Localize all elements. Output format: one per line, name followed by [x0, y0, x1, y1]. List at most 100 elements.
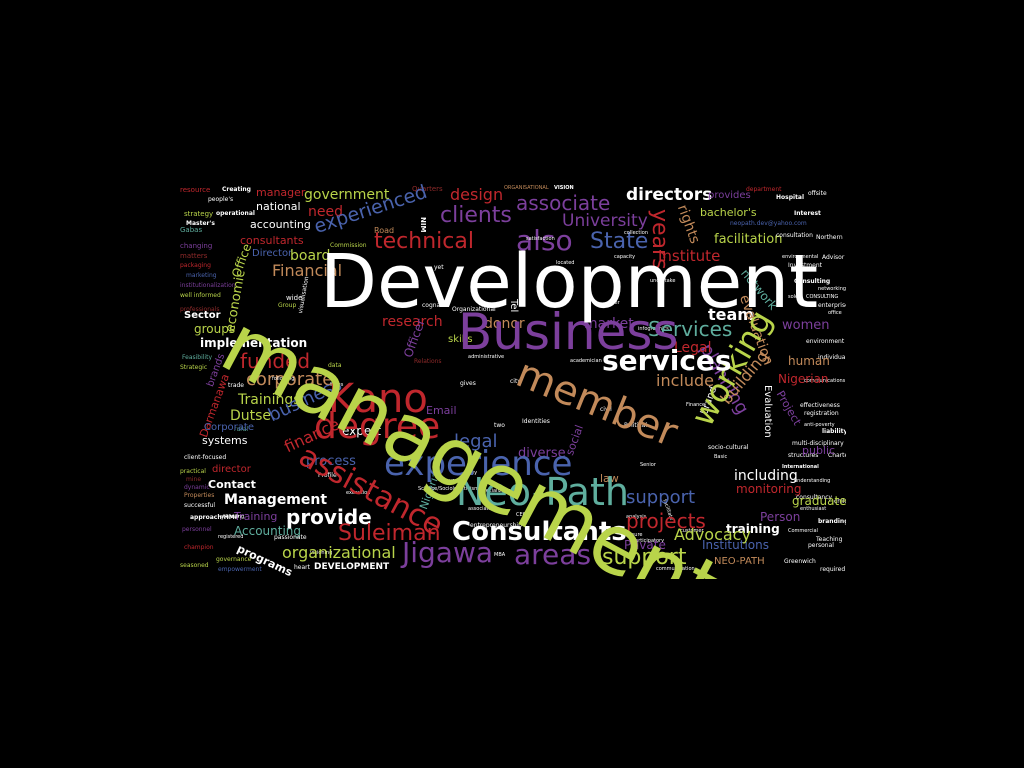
- word-legal-lower: legal: [454, 431, 498, 452]
- word-registration: registration: [804, 410, 839, 417]
- word-successful: successful: [184, 502, 216, 509]
- word-contact: Contact: [208, 478, 256, 491]
- word-relations: Relations: [414, 358, 442, 365]
- word-training: training: [726, 522, 780, 536]
- word-expert: expert: [342, 424, 381, 438]
- word-activism: activism: [458, 486, 479, 492]
- word-consultants-lower: consultants: [240, 234, 304, 247]
- word-corporate-title: Corporate: [204, 422, 254, 433]
- word-areas: areas: [514, 538, 592, 571]
- word-professionals: professionals: [180, 306, 220, 313]
- word-entrepreneurship: entrepreneurship: [470, 522, 522, 529]
- word-provide: provide: [286, 505, 372, 529]
- word-understanding: understanding: [794, 478, 831, 484]
- word-academician: academician: [570, 358, 602, 364]
- word-individuals: individuals: [818, 354, 846, 361]
- word-experience: experience: [384, 444, 573, 484]
- word-monitoring: monitoring: [736, 482, 802, 496]
- word-email-addr: neopath.dev@yahoo.com: [730, 220, 807, 227]
- word-accounting-title: Accounting: [234, 524, 302, 538]
- word-approach-hmp: approach/HMP: [190, 514, 240, 521]
- word-communications: communications: [804, 378, 846, 384]
- word-anti-poverty: anti-poverty: [804, 422, 835, 428]
- word-institute: Institute: [658, 247, 721, 265]
- word-visualisation: visualisation: [297, 275, 311, 315]
- word-strategy: strategy: [184, 210, 214, 218]
- word-commercial: Commercial: [788, 528, 818, 534]
- word-quarters: Quarters: [412, 185, 443, 193]
- word-neo-path-caps: NEO-PATH: [714, 556, 765, 567]
- word-packaging: packaging: [180, 262, 211, 269]
- word-hospital: Hospital: [776, 194, 805, 201]
- word-corporate: corporate: [246, 369, 334, 390]
- word-consulting: Consulting: [794, 278, 831, 285]
- word-jigawa: Jigawa: [402, 536, 494, 569]
- word-registered: registered: [218, 534, 244, 540]
- word-issues: Issues: [442, 478, 458, 484]
- word-legal-title: Legal: [674, 340, 712, 356]
- word-international: International: [782, 464, 819, 470]
- word-consultants: Consultants: [452, 517, 627, 547]
- word-infographics: infographics: [638, 326, 669, 332]
- word-rural: rural: [234, 426, 249, 433]
- word-located: located: [556, 260, 575, 266]
- word-networking: networking: [818, 286, 846, 292]
- word-effectiveness: effectiveness: [800, 402, 840, 409]
- word-structures: structures: [788, 452, 819, 459]
- word-basic: Basic: [714, 454, 728, 460]
- word-need: need: [308, 204, 343, 220]
- word-donor: donor: [484, 316, 525, 332]
- word-kano: Kano: [328, 376, 428, 422]
- word-research: research: [382, 314, 443, 330]
- word-advocacy: Advocacy: [674, 525, 751, 544]
- word-department: department: [746, 186, 782, 193]
- word-director-lower: director: [212, 464, 251, 475]
- word-management-title: Management: [224, 492, 328, 508]
- word-teaching: Teaching: [816, 536, 843, 543]
- word-design: design: [450, 185, 504, 204]
- word-organizational: organizational: [282, 543, 396, 562]
- word-director: Director: [252, 248, 293, 259]
- word-interest: Interest: [794, 210, 821, 217]
- word-organisational: ORGANISATIONAL: [504, 185, 549, 191]
- word-including: including: [734, 468, 798, 484]
- word-resource: resource: [180, 186, 211, 194]
- word-groups: groups: [194, 322, 236, 336]
- word-market: market: [584, 316, 634, 332]
- word-well-informed: well informed: [180, 292, 221, 299]
- word-city: city: [510, 378, 521, 385]
- word-yet: yet: [434, 264, 444, 271]
- word-office-lower: office: [828, 310, 842, 316]
- word-road: Road: [374, 226, 395, 235]
- word-branding: branding: [818, 518, 846, 525]
- word-enthusiast: enthusiast: [800, 506, 827, 512]
- word-political: Political: [624, 422, 648, 429]
- word-sector: Sector: [184, 310, 221, 321]
- word-key: Key: [468, 470, 478, 476]
- word-systems: systems: [202, 434, 248, 447]
- word-undertake: undertake: [650, 278, 676, 284]
- word-nim: NIM: [419, 217, 427, 233]
- word-bachelors: bachelor's: [700, 206, 757, 219]
- word-communication: communication: [656, 566, 695, 572]
- word-analysis: analysis: [626, 514, 647, 520]
- word-liability: liability: [822, 428, 846, 435]
- word-gives: gives: [460, 380, 476, 387]
- word-governance: governance: [216, 556, 252, 563]
- word-diverse: diverse: [518, 446, 566, 461]
- word-capacity: capacity: [614, 254, 636, 260]
- word-feasibility: Feasibility: [182, 354, 212, 361]
- word-degree: degree: [314, 406, 441, 447]
- word-implementation: implementation: [200, 336, 308, 350]
- word-enterprises: enterprises: [818, 302, 846, 309]
- word-execution: execution: [346, 490, 371, 496]
- word-development-caps: DEVELOPMENT: [314, 562, 390, 572]
- word-board: board: [290, 248, 331, 264]
- word-skills: skills: [448, 334, 473, 345]
- word-funded: funded: [240, 349, 311, 373]
- word-trade: trade: [228, 382, 244, 389]
- word-investment: Investment: [788, 262, 822, 269]
- word-commission: Commission: [330, 242, 367, 249]
- word-provides: provides: [708, 190, 751, 201]
- word-multi-disciplinary: multi-disciplinary: [792, 440, 844, 447]
